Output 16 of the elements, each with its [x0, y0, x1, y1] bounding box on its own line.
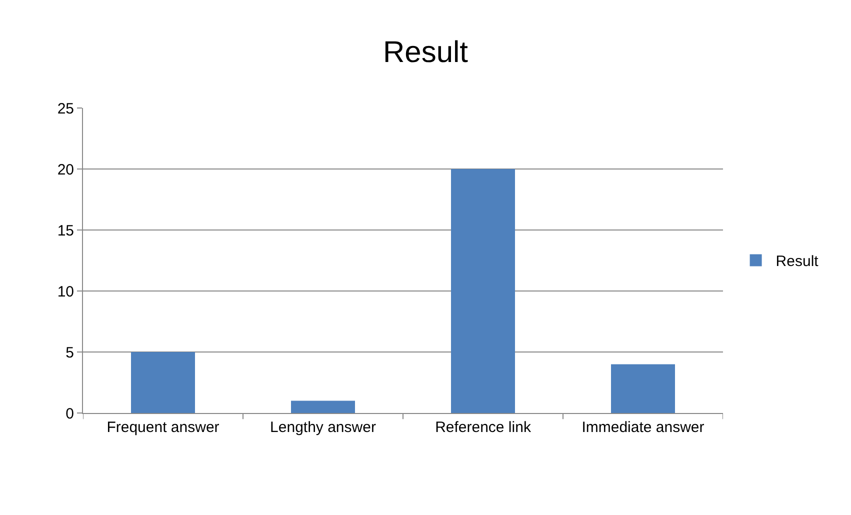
- legend-label: Result: [776, 253, 820, 270]
- y-tick-label: 25: [57, 100, 74, 118]
- y-tick-label: 5: [66, 344, 74, 362]
- y-tick-label: 10: [57, 283, 74, 300]
- y-tick-label: 15: [57, 222, 74, 240]
- bar: [131, 352, 195, 413]
- x-tick-label: Frequent answer: [106, 419, 220, 436]
- bar: [451, 169, 515, 413]
- x-tick-label: Immediate answer: [582, 419, 704, 436]
- x-tick-label: Lengthy answer: [270, 419, 376, 436]
- bar: [611, 364, 675, 413]
- chart-title: Result: [382, 36, 469, 69]
- y-tick-label: 0: [66, 405, 74, 422]
- y-tick-label: 20: [57, 161, 74, 178]
- x-tick-label: Reference link: [435, 419, 532, 436]
- bar: [291, 400, 355, 413]
